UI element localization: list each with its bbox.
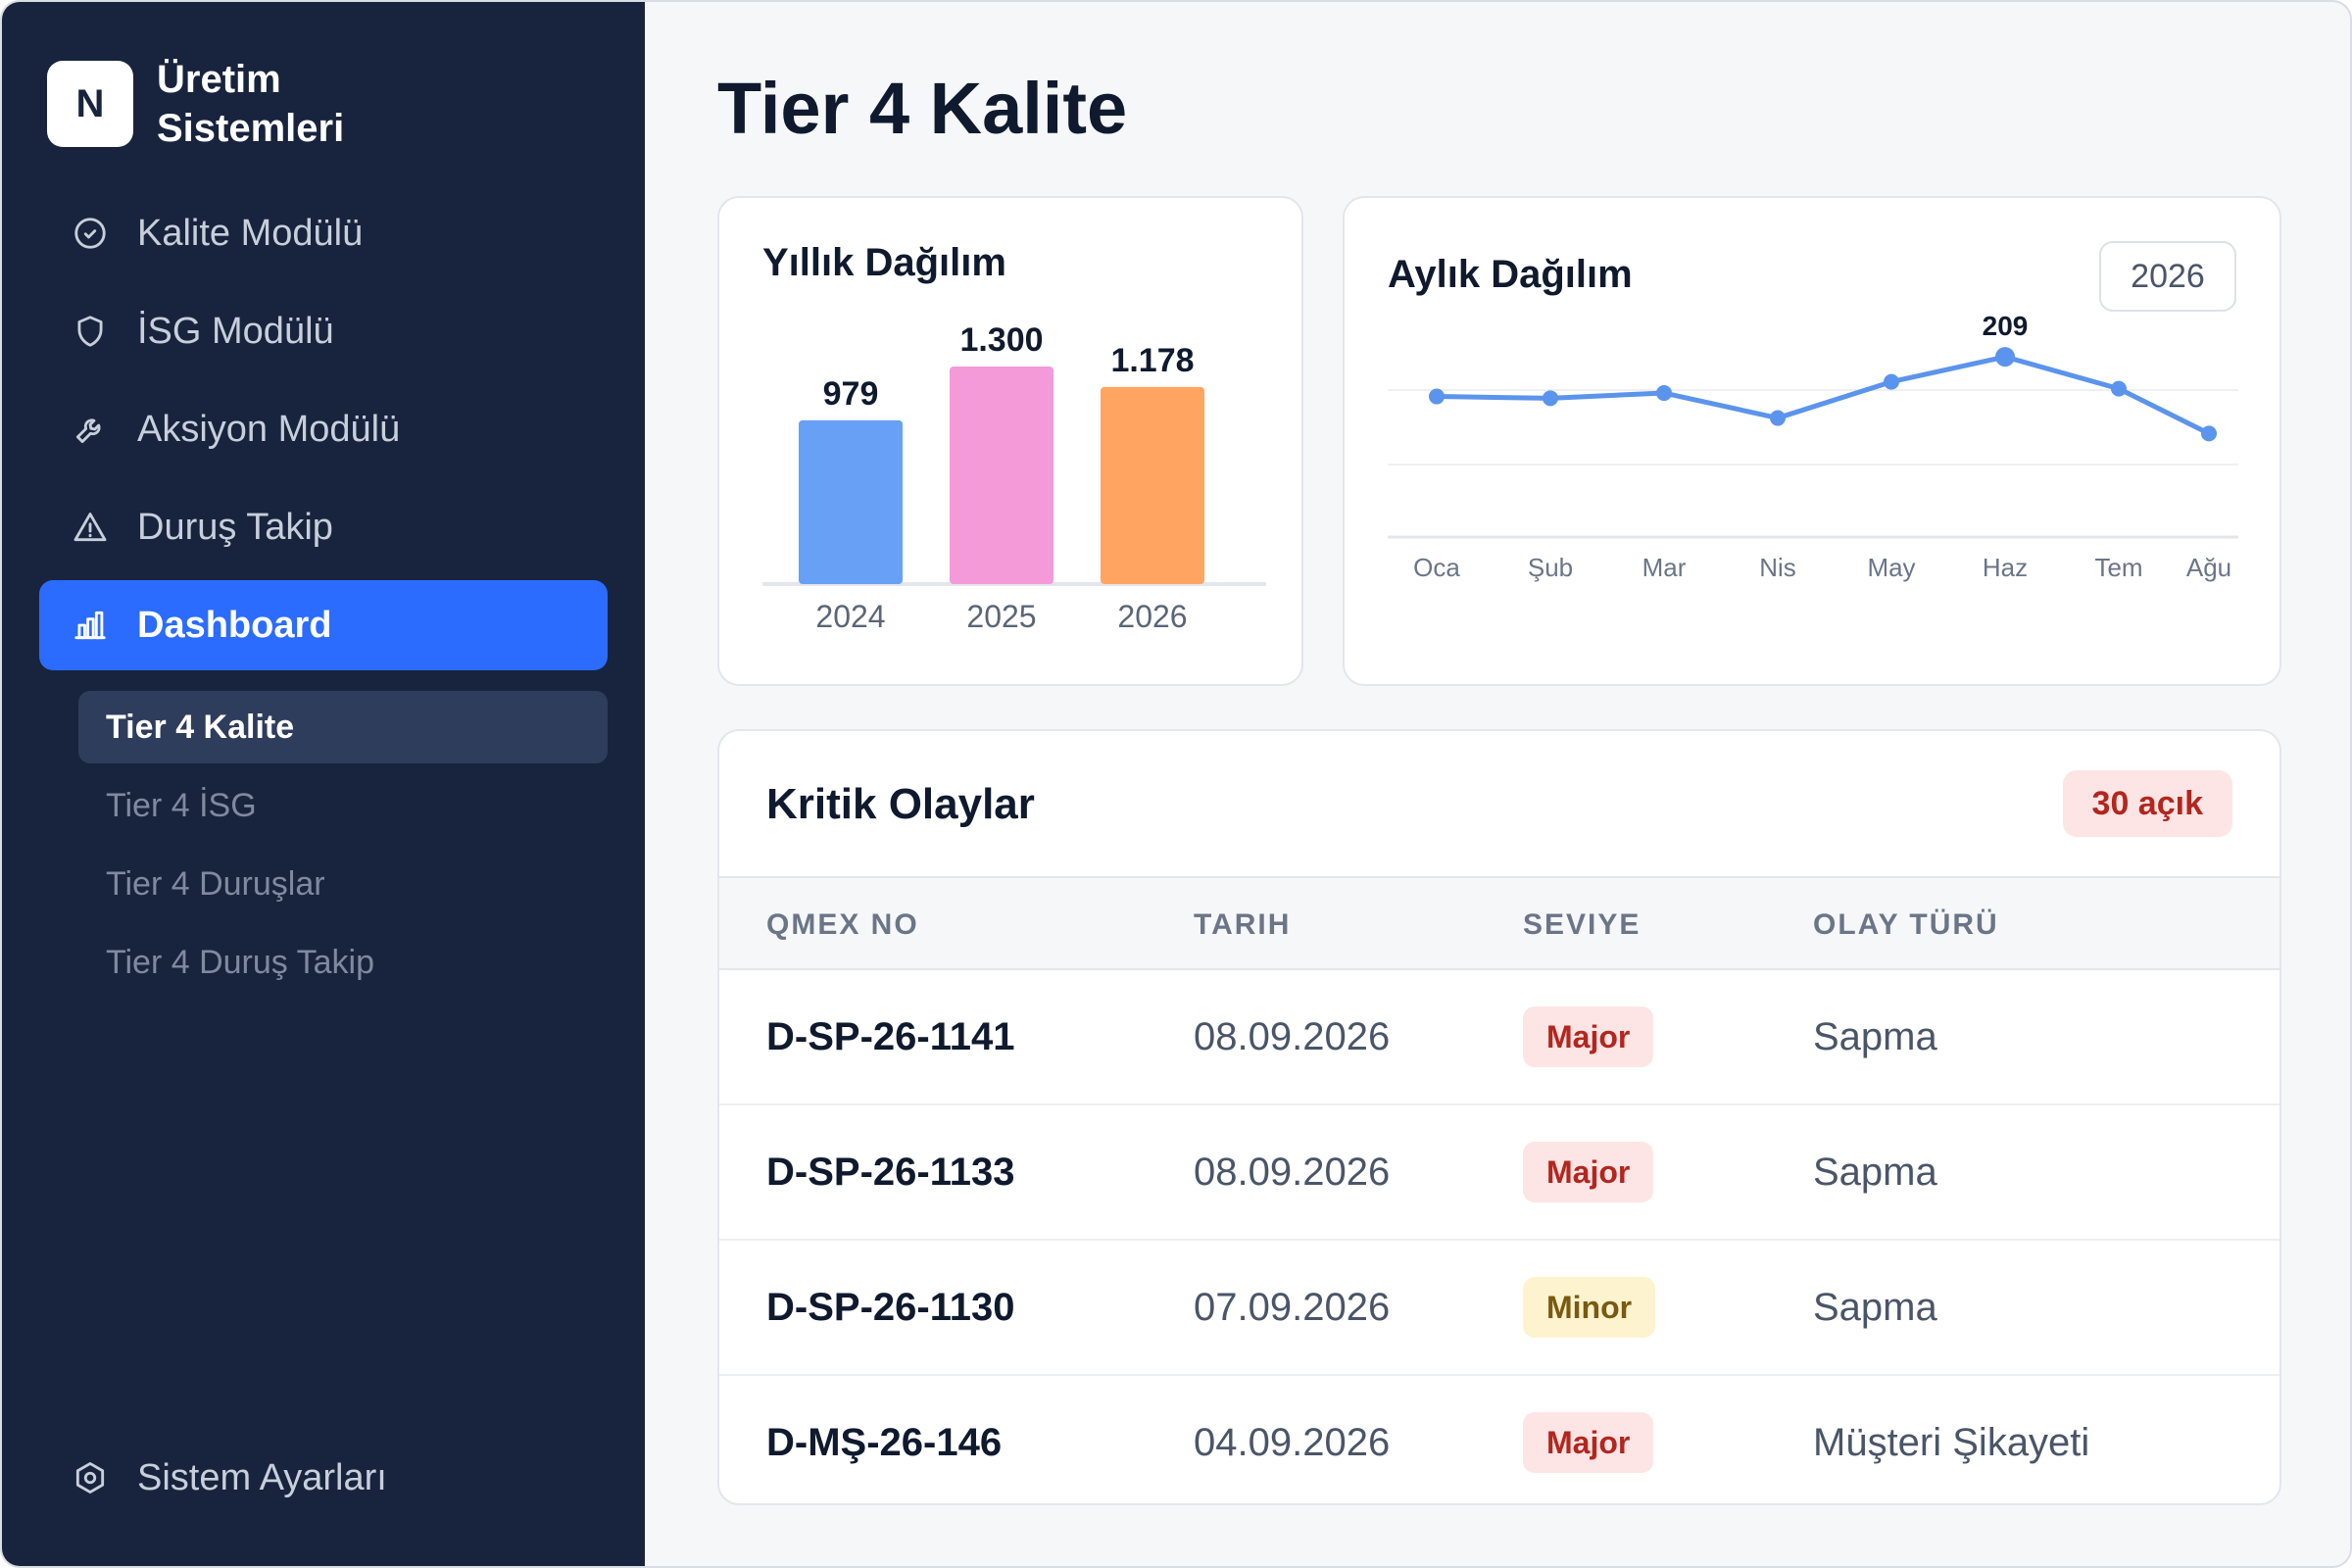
sidebar-item-kalite-modulu[interactable]: Kalite Modülü [39,188,608,278]
column-header[interactable]: QMEX NO [766,908,919,941]
brand-name-line1: Üretim [157,58,281,101]
event-type: Sapma [1813,1014,1937,1058]
brand-name: Üretim Sistemleri [157,55,344,153]
event-date: 08.09.2026 [1194,1014,1391,1058]
sidebar-item-durus-takip[interactable]: Duruş Takip [39,482,608,572]
data-point-Oca [1429,388,1445,405]
bar-2026 [1101,386,1204,584]
bar-value-label: 979 [823,375,879,413]
year-select[interactable]: 2026 [2099,241,2236,312]
x-tick-label: Mar [1642,553,1687,582]
bar-value-label: 1.300 [959,321,1043,359]
yearly-bar-chart: 979 2024 1.300 2025 1.178 2026 [762,321,1266,634]
level-badge: Minor [1523,1277,1656,1338]
event-type: Sapma [1813,1285,1937,1329]
x-tick-label: Şub [1528,553,1573,582]
column-header[interactable]: SEVIYE [1523,908,1642,941]
sidebar-item-label: Dashboard [137,604,332,646]
event-date: 04.09.2026 [1194,1420,1391,1464]
level-cell: Major [1523,970,1654,1103]
data-point-Ağu [2201,425,2217,442]
monthly-line-chart: Oca Şub Mar Nis May Haz Tem Ağu 209 [1388,311,2238,582]
warning-triangle-icon [71,508,110,547]
sub-item-tier4-isg[interactable]: Tier 4 İSG [106,786,257,824]
event-code[interactable]: D-SP-26-1133 [766,1150,1015,1194]
card-title: Aylık Dağılım [1388,253,1633,296]
main-content: Tier 4 Kalite Yıllık Dağılım 979 2024 1.30… [645,2,2350,1566]
x-tick-label: Ağu [2186,553,2231,582]
data-point-Tem [2111,380,2127,397]
event-code[interactable]: D-MŞ-26-146 [766,1420,1003,1464]
bar-value-label: 1.178 [1110,342,1194,379]
x-tick-label: Oca [1413,553,1460,582]
page-title: Tier 4 Kalite [717,68,1128,149]
sidebar-item-label: Kalite Modülü [137,212,364,254]
sidebar-item-label: Sistem Ayarları [137,1456,387,1498]
wrench-icon [71,410,110,449]
event-code[interactable]: D-SP-26-1130 [766,1285,1015,1329]
card-title: Kritik Olaylar [766,780,1035,828]
table-row[interactable]: D-MŞ-26-146 04.09.2026 Major Müşteri Şik… [719,1376,2279,1503]
data-point-Nis [1770,410,1786,426]
x-tick-label: Tem [2094,553,2142,582]
level-cell: Minor [1523,1241,1656,1374]
sub-item-tier4-duruslar[interactable]: Tier 4 Duruşlar [106,864,325,903]
table-header: QMEX NO TARIH SEVIYE OLAY TÜRÜ [719,876,2279,970]
x-tick-label: 2026 [1117,599,1187,634]
sidebar-item-isg-modulu[interactable]: İSG Modülü [39,286,608,376]
sidebar-item-label: Duruş Takip [137,506,333,548]
shield-icon [71,312,110,351]
level-badge: Major [1523,1142,1654,1202]
column-header[interactable]: OLAY TÜRÜ [1813,908,1999,941]
point-value-label: 209 [1983,311,2029,341]
yearly-distribution-card: Yıllık Dağılım 979 2024 1.300 2025 1.178 2026 [717,196,1303,686]
sidebar-item-label: Aksiyon Modülü [137,408,401,450]
data-point-Şub [1543,390,1558,407]
data-point-May [1884,373,1899,390]
event-type: Müşteri Şikayeti [1813,1420,2090,1464]
bar-2024 [799,419,903,584]
column-header[interactable]: TARIH [1194,908,1292,941]
sub-item-tier4-kalite[interactable]: Tier 4 Kalite [78,691,608,763]
sidebar-item-dashboard[interactable]: Dashboard [39,580,608,670]
sidebar-item-sistem-ayarlari[interactable]: Sistem Ayarları [39,1433,608,1523]
sub-item-tier4-durus-takip[interactable]: Tier 4 Duruş Takip [106,943,374,981]
data-point-Mar [1656,385,1672,402]
settings-hexagon-icon [71,1458,110,1497]
event-code[interactable]: D-SP-26-1141 [766,1014,1015,1058]
level-cell: Major [1523,1105,1654,1239]
x-tick-label: 2025 [966,599,1036,634]
monthly-distribution-card: Aylık Dağılım 2026 Oca Şub Mar Nis May Haz Tem… [1343,196,2281,686]
brand[interactable]: N Üretim Sistemleri [47,55,344,153]
check-circle-icon [71,214,110,253]
brand-name-line2: Sistemleri [157,107,345,150]
bar-2025 [950,367,1054,584]
event-date: 08.09.2026 [1194,1150,1391,1194]
table-row[interactable]: D-SP-26-1130 07.09.2026 Minor Sapma [719,1241,2279,1376]
event-date: 07.09.2026 [1194,1285,1391,1329]
series-line [1434,354,2212,436]
data-point-Haz [1995,347,2015,368]
x-tick-label: Nis [1759,553,1796,582]
sidebar-item-aksiyon-modulu[interactable]: Aksiyon Modülü [39,384,608,474]
critical-events-card: Kritik Olaylar 30 açık QMEX NO TARIH SEV… [717,729,2281,1505]
x-tick-label: Haz [1983,553,2028,582]
level-cell: Major [1523,1376,1654,1503]
sidebar: N Üretim Sistemleri Kalite Modülü İSG Mo… [2,2,645,1566]
event-type: Sapma [1813,1150,1937,1194]
x-tick-label: May [1867,553,1915,582]
x-tick-label: 2024 [815,599,885,634]
level-badge: Major [1523,1006,1654,1067]
table-row[interactable]: D-SP-26-1141 08.09.2026 Major Sapma [719,970,2279,1105]
bar-chart-icon [71,606,110,645]
level-badge: Major [1523,1412,1654,1473]
brand-logo: N [47,61,133,147]
open-count-badge: 30 açık [2062,770,2232,837]
card-title: Yıllık Dağılım [762,241,1006,284]
sidebar-item-label: İSG Modülü [137,310,334,352]
table-row[interactable]: D-SP-26-1133 08.09.2026 Major Sapma [719,1105,2279,1241]
